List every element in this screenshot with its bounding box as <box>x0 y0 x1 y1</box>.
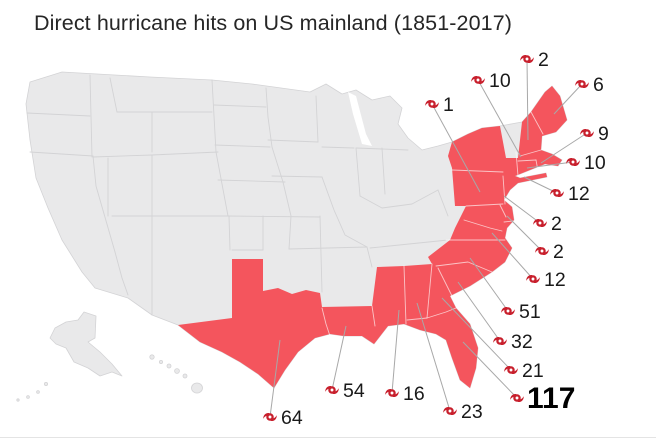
chart-title: Direct hurricane hits on US mainland (18… <box>34 11 513 35</box>
leader-line-texas <box>269 339 281 418</box>
hurricane-icon-virginia <box>526 274 540 284</box>
callout-value-mississippi: 16 <box>403 383 425 405</box>
leader-line-new-hampshire <box>526 58 529 141</box>
callout-value-louisiana: 54 <box>343 380 365 402</box>
hurricane-icon-north-carolina <box>501 306 515 316</box>
callout-value-south-carolina: 32 <box>511 331 533 353</box>
hurricane-icon-new-york <box>550 188 564 198</box>
hurricane-icon-new-jersey <box>533 218 547 228</box>
leader-line-new-york <box>523 176 558 194</box>
callout-value-delaware-maryland: 2 <box>553 241 564 263</box>
leader-line-delaware-maryland <box>506 215 543 252</box>
hurricane-icon-florida <box>510 393 524 403</box>
leader-line-louisiana <box>331 325 347 391</box>
leader-line-south-carolina <box>457 281 501 342</box>
leader-line-rhode-island <box>540 132 588 164</box>
callout-value-connecticut: 10 <box>584 152 606 174</box>
leader-lines <box>269 58 588 418</box>
bottom-divider <box>0 437 656 438</box>
callout-value-maine: 6 <box>593 74 604 96</box>
hurricane-icon-georgia <box>504 365 518 375</box>
callout-value-virginia: 12 <box>544 269 566 291</box>
callout-value-georgia: 21 <box>522 360 544 382</box>
leader-line-virginia <box>491 232 534 280</box>
leader-line-new-jersey <box>503 195 541 224</box>
state-borders-highlighted <box>321 111 544 337</box>
hurricane-icon-maine <box>575 79 589 89</box>
callout-value-rhode-island: 9 <box>598 123 609 145</box>
leader-line-georgia <box>441 297 512 371</box>
hurricane-icon-louisiana <box>325 385 339 395</box>
highlighted-states <box>178 86 567 388</box>
callout-value-pennsylvania: 1 <box>443 94 454 116</box>
leader-line-connecticut <box>526 161 574 169</box>
callout-value-new-hampshire: 2 <box>538 49 549 71</box>
state-borders-gray <box>26 74 449 316</box>
leader-line-alabama <box>416 302 451 412</box>
callout-value-florida: 117 <box>527 382 575 415</box>
alaska <box>49 311 123 377</box>
hurricane-icon-new-hampshire <box>520 54 534 64</box>
leader-line-maine <box>553 83 583 115</box>
hurricane-icon-texas <box>263 412 277 422</box>
callout-value-massachusetts: 10 <box>489 70 511 92</box>
hurricane-icon-south-carolina <box>493 336 507 346</box>
leader-line-north-carolina <box>469 257 509 312</box>
hawaii <box>149 354 203 394</box>
hurricane-icon-connecticut <box>566 157 580 167</box>
lake-michigan <box>348 92 372 146</box>
callout-value-new-york: 12 <box>568 183 590 205</box>
callout-value-new-jersey: 2 <box>551 213 562 235</box>
leader-line-mississippi <box>391 309 400 394</box>
hurricane-icon-massachusetts <box>471 75 485 85</box>
hurricane-icon-mississippi <box>385 388 399 398</box>
aleutian-islands <box>16 381 49 402</box>
callout-value-north-carolina: 51 <box>519 301 541 323</box>
hurricane-icon-alabama <box>443 406 457 416</box>
leader-line-massachusetts <box>477 79 522 158</box>
leader-line-pennsylvania <box>431 103 481 193</box>
hurricane-icon-delaware-maryland <box>535 246 549 256</box>
callout-value-texas: 64 <box>281 407 303 429</box>
leader-line-florida <box>462 341 518 399</box>
callout-value-alabama: 23 <box>461 401 483 423</box>
hurricane-icon-pennsylvania <box>425 99 439 109</box>
